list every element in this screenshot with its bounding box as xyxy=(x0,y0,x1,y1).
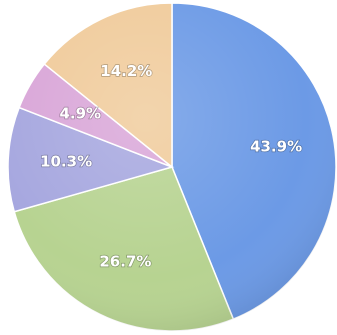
pie-slice-label-3: 10.3% xyxy=(40,153,92,171)
pie-slice-label-4: 4.9% xyxy=(59,104,101,122)
pie-slice-label-1: 43.9% xyxy=(250,137,302,155)
pie-slice-label-5: 14.2% xyxy=(100,62,152,80)
pie-slice-label-2: 26.7% xyxy=(99,253,151,271)
